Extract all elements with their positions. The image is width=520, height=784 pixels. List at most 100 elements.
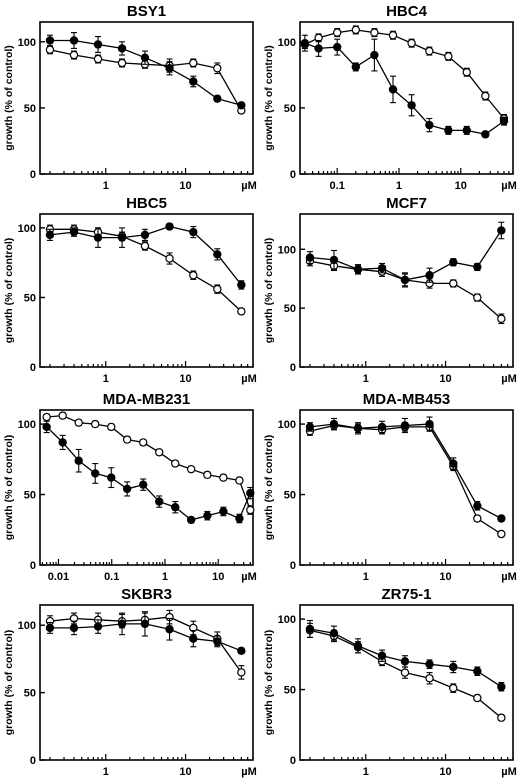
data-point <box>497 713 506 722</box>
panel-hbc4: HBC4 growth (% of control) 0 50 100 0.1 1 10 µM <box>263 3 517 192</box>
data-point <box>74 418 83 427</box>
data-point <box>186 464 196 474</box>
x-tick-label: 10 <box>439 571 451 583</box>
y-axis-label: growth (% of control) <box>3 630 15 736</box>
data-point <box>497 682 506 691</box>
data-point <box>58 411 67 420</box>
y-tick-label: 100 <box>278 419 296 431</box>
x-tick-label: 10 <box>455 180 467 192</box>
data-point <box>329 255 339 265</box>
data-point <box>213 284 222 294</box>
panel-skbr3: SKBR3 growth (% of control) 0 50 100 1 10 µM <box>3 586 257 778</box>
data-point <box>237 668 246 677</box>
unit-label: µM <box>501 373 517 385</box>
data-point <box>377 422 387 432</box>
data-point <box>117 58 127 68</box>
series-open-circles <box>300 25 509 124</box>
data-point <box>473 667 482 676</box>
panel-zr75-1: ZR75-1 growth (% of control) 0 50 100 1 10 µM <box>263 586 517 778</box>
series-filled-circles <box>45 222 246 290</box>
panel-title: MCF7 <box>386 195 427 212</box>
panel-hbc5: HBC5 growth (% of control) 0 50 100 1 10 µM <box>3 195 257 385</box>
x-tick-label: 10 <box>179 373 191 385</box>
y-tick-label: 50 <box>24 103 36 115</box>
data-point <box>237 307 246 316</box>
data-point <box>45 36 55 45</box>
data-point <box>400 421 410 430</box>
data-point <box>314 44 323 53</box>
x-tick-label: 1 <box>363 373 369 385</box>
x-tick-label: 1 <box>363 766 369 778</box>
y-axis-label: growth (% of control) <box>3 435 15 541</box>
data-point <box>235 476 244 485</box>
series-filled-circles <box>45 611 246 656</box>
data-point <box>246 488 255 498</box>
data-point <box>140 619 150 629</box>
data-point <box>117 44 127 53</box>
data-point <box>58 438 67 447</box>
unit-label: µM <box>241 373 257 385</box>
data-point <box>91 469 100 478</box>
x-tick-label: 1 <box>162 571 168 583</box>
data-point <box>407 101 416 110</box>
y-tick-label: 50 <box>24 688 36 700</box>
plot-frame <box>39 604 254 761</box>
data-point <box>481 91 490 101</box>
y-tick-label: 50 <box>284 103 296 115</box>
data-point <box>45 623 55 633</box>
x-tick-label: 1 <box>103 180 109 192</box>
plot-frame <box>299 21 514 175</box>
data-point <box>388 31 398 40</box>
series-line <box>50 39 242 106</box>
data-point <box>425 674 434 683</box>
data-point <box>74 456 83 465</box>
data-point <box>93 40 103 49</box>
data-point <box>400 657 410 666</box>
data-point <box>333 42 342 52</box>
data-point <box>497 514 506 523</box>
data-point <box>462 68 471 77</box>
panel-title: MDA-MB231 <box>103 391 191 408</box>
x-tick-label: 10 <box>212 571 224 583</box>
data-point <box>473 293 482 302</box>
series-filled-circles <box>45 32 246 110</box>
data-point <box>219 473 228 482</box>
data-point <box>186 515 196 525</box>
data-point <box>351 25 361 35</box>
data-point <box>189 634 198 643</box>
series-filled-circles <box>300 34 509 139</box>
series-open-circles <box>305 420 506 539</box>
data-point <box>353 641 363 651</box>
y-tick-label: 100 <box>278 37 296 49</box>
data-point <box>370 28 379 37</box>
x-tick-label: 0.1 <box>330 180 345 192</box>
x-tick-label: 1 <box>103 373 109 385</box>
data-point <box>329 628 339 638</box>
data-point <box>117 233 127 242</box>
y-axis-label: growth (% of control) <box>263 630 275 736</box>
data-point <box>462 126 471 135</box>
data-point <box>449 683 458 693</box>
data-point <box>122 484 132 494</box>
data-point <box>189 227 198 237</box>
data-point <box>189 77 198 86</box>
series-line <box>46 426 251 521</box>
y-tick-label: 100 <box>278 614 296 626</box>
y-tick-label: 0 <box>290 362 296 374</box>
data-point <box>171 503 180 512</box>
data-point <box>138 438 148 447</box>
y-tick-label: 50 <box>24 292 36 304</box>
series-line <box>304 29 505 119</box>
data-point <box>497 226 506 235</box>
data-point <box>45 230 55 240</box>
y-tick-label: 100 <box>18 37 36 49</box>
data-point <box>213 250 222 259</box>
data-point <box>213 94 222 103</box>
y-axis-label: growth (% of control) <box>3 45 15 151</box>
data-point <box>42 422 51 432</box>
data-point <box>425 419 434 429</box>
data-point <box>155 448 164 457</box>
y-axis-label: growth (% of control) <box>263 45 275 151</box>
y-axis-label: growth (% of control) <box>3 238 15 344</box>
series-filled-circles <box>305 416 506 523</box>
